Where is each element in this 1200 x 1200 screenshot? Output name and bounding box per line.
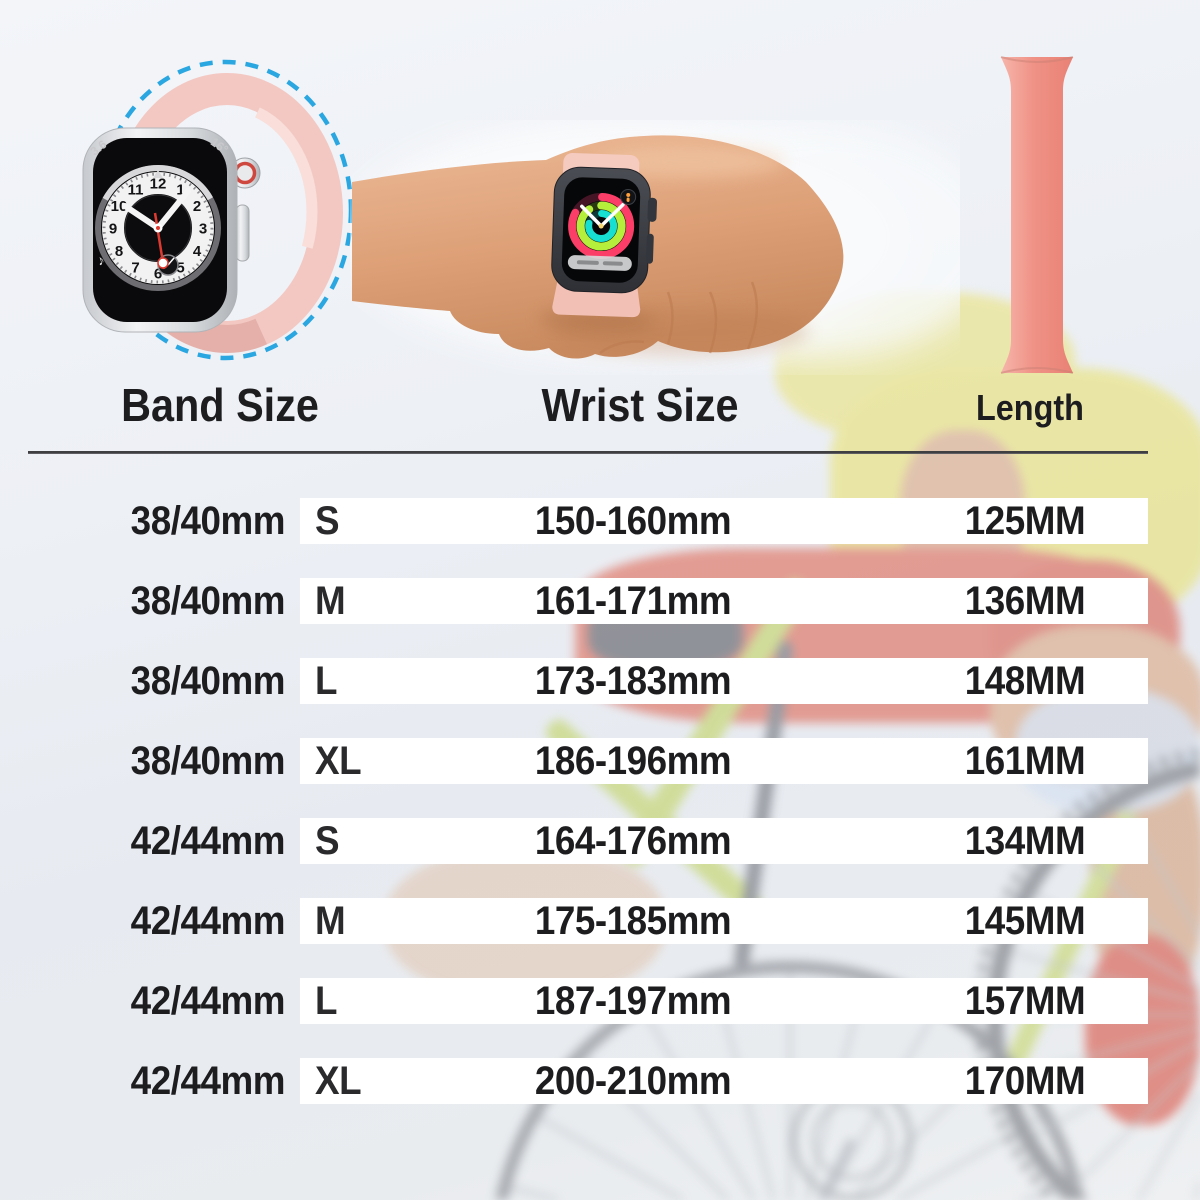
worn-apple-watch	[538, 152, 658, 333]
size-table: 38/40mm S 150-160mm 125MM 38/40mm M 161-…	[0, 498, 1200, 1138]
size-letter-cell: XL	[315, 1059, 362, 1103]
band-size-cell: 38/40mm	[130, 579, 286, 623]
watch-hands	[580, 203, 625, 229]
length-figure	[1000, 56, 1074, 374]
length-cell: 170MM	[964, 1059, 1086, 1103]
side-button	[235, 204, 250, 262]
wrist-size-cell: 164-176mm	[534, 819, 732, 863]
side-button	[645, 233, 654, 264]
band-size-cell: 42/44mm	[130, 819, 286, 863]
length-cell: 161MM	[964, 739, 1086, 783]
watch-hands	[122, 188, 191, 270]
wrist-size-cell: 175-185mm	[534, 899, 732, 943]
rear-wheel-rim	[495, 961, 1085, 1200]
length-cell: 125MM	[964, 499, 1086, 543]
wrist-size-cell: 150-160mm	[534, 499, 732, 543]
length-header: Length	[976, 387, 1084, 428]
activity-rings	[568, 193, 635, 260]
analog-dial: 12 1 2 3 4 5 6 7 8 9 10 11 3.6 16° ♪	[88, 135, 231, 291]
row-highlight-strip	[300, 578, 1148, 624]
row-highlight-strip	[300, 898, 1148, 944]
wrist-size-header: Wrist Size	[541, 379, 739, 431]
row-highlight-strip	[300, 818, 1148, 864]
dial-numeral: 8	[115, 243, 123, 260]
wrist-size-cell: 187-197mm	[534, 979, 732, 1023]
dial-numeral: 2	[193, 198, 201, 215]
size-letter-cell: XL	[315, 739, 362, 783]
size-letter-cell: L	[315, 659, 338, 703]
dial-numeral: 1	[176, 181, 184, 198]
wrist-size-cell: 173-183mm	[534, 659, 732, 703]
wrist-size-cell: 200-210mm	[534, 1059, 732, 1103]
band-size-cell: 42/44mm	[130, 899, 286, 943]
header-divider-line	[28, 451, 1148, 454]
row-highlight-strip	[300, 1058, 1148, 1104]
size-letter-cell: S	[315, 819, 340, 863]
apple-watch: 12 1 2 3 4 5 6 7 8 9 10 11 3.6 16° ♪	[82, 127, 261, 333]
dial-numeral: 11	[128, 181, 144, 198]
finger-creases	[599, 281, 759, 355]
table-row: 42/44mm XL 200-210mm 170MM	[0, 1058, 1200, 1104]
row-highlight-strip	[300, 498, 1148, 544]
length-cell: 148MM	[964, 659, 1086, 703]
chainstay	[817, 1138, 856, 1200]
row-highlight-strip	[300, 658, 1148, 704]
band-size-cell: 38/40mm	[130, 739, 286, 783]
music-note-icon: ♪	[95, 251, 107, 268]
dial-numerals: 12 1 2 3 4 5 6 7 8 9 10 11	[109, 175, 207, 282]
band-size-cell: 42/44mm	[130, 979, 286, 1023]
dial-numeral: 12	[150, 175, 167, 192]
table-row: 38/40mm S 150-160mm 125MM	[0, 498, 1200, 544]
dial-numeral: 9	[109, 220, 117, 237]
solo-loop-band-flat	[1001, 57, 1073, 373]
dial-numeral: 4	[193, 243, 202, 260]
band-size-header: Band Size	[121, 379, 319, 431]
dial-numeral: 5	[176, 259, 184, 276]
table-row: 38/40mm L 173-183mm 148MM	[0, 658, 1200, 704]
band-size-cell: 38/40mm	[130, 659, 286, 703]
dial-top-marker	[153, 170, 163, 178]
table-row: 38/40mm M 161-171mm 136MM	[0, 578, 1200, 624]
length-cell: 145MM	[964, 899, 1086, 943]
band-bottom-edge	[1000, 367, 1074, 374]
size-letter-cell: M	[315, 899, 346, 943]
row-highlight-strip	[300, 738, 1148, 784]
table-row: 42/44mm L 187-197mm 157MM	[0, 978, 1200, 1024]
size-letter-cell: L	[315, 979, 338, 1023]
dial-numeral: 3	[199, 220, 207, 237]
dial-numeral: 6	[154, 265, 162, 282]
length-cell: 136MM	[964, 579, 1086, 623]
table-row: 42/44mm M 175-185mm 145MM	[0, 898, 1200, 944]
length-cell: 134MM	[964, 819, 1086, 863]
size-letter-cell: S	[315, 499, 340, 543]
dial-numeral: 7	[131, 259, 139, 276]
band-size-cell: 38/40mm	[130, 499, 286, 543]
band-size-cell: 42/44mm	[130, 1059, 286, 1103]
table-row: 42/44mm S 164-176mm 134MM	[0, 818, 1200, 864]
wrist-size-cell: 186-196mm	[534, 739, 732, 783]
table-row: 38/40mm XL 186-196mm 161MM	[0, 738, 1200, 784]
digital-crown-icon	[647, 197, 658, 222]
row-highlight-strip	[300, 978, 1148, 1024]
status-pill	[567, 255, 632, 271]
wrist-size-figure	[350, 120, 960, 360]
size-letter-cell: M	[315, 579, 346, 623]
band-top-edge	[1000, 56, 1074, 63]
dial-numeral: 10	[111, 198, 128, 215]
length-cell: 157MM	[964, 979, 1086, 1023]
band-size-figure: 12 1 2 3 4 5 6 7 8 9 10 11 3.6 16° ♪	[82, 59, 354, 361]
wrist-size-cell: 161-171mm	[534, 579, 732, 623]
